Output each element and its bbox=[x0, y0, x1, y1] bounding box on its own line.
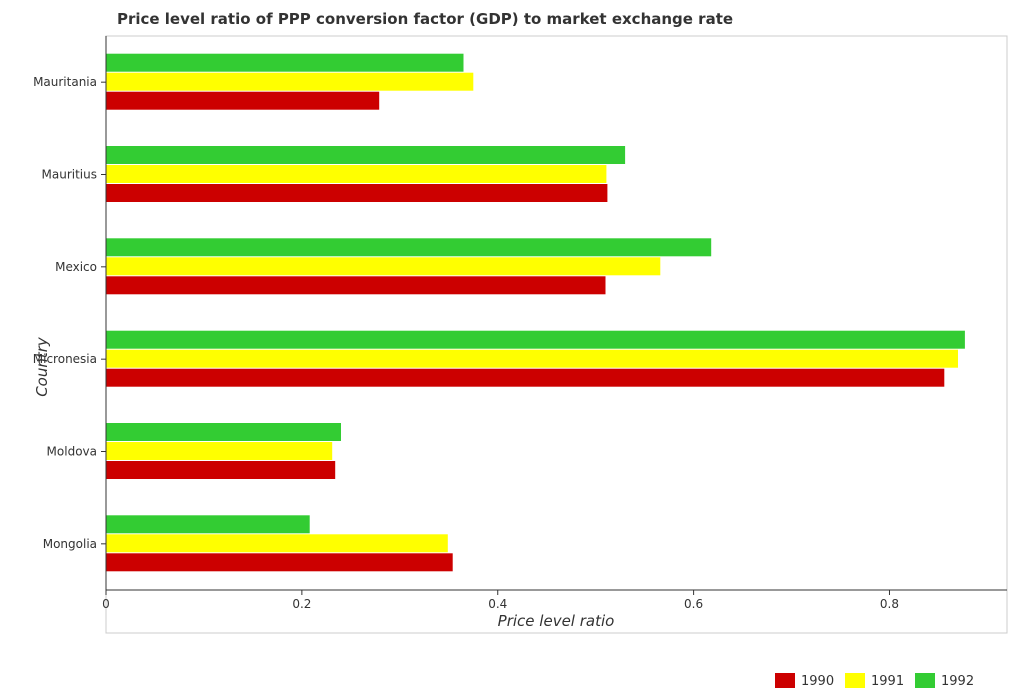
y-tick-label: Mongolia bbox=[43, 537, 97, 551]
y-tick-label: Micronesia bbox=[33, 352, 97, 366]
x-tick-label: 0.8 bbox=[880, 597, 899, 611]
chart-title: Price level ratio of PPP conversion fact… bbox=[117, 10, 733, 28]
bar-mongolia-1990 bbox=[106, 553, 453, 572]
legend-label-1991: 1991 bbox=[871, 674, 904, 689]
bar-mauritius-1990 bbox=[106, 184, 608, 202]
legend-label-1992: 1992 bbox=[941, 674, 974, 689]
bar-mauritania-1991 bbox=[106, 72, 474, 91]
bar-mauritania-1990 bbox=[106, 91, 380, 110]
x-tick-label: 0 bbox=[102, 597, 110, 611]
x-axis-label: Price level ratio bbox=[498, 612, 615, 630]
bar-mauritius-1992 bbox=[106, 146, 626, 164]
bar-moldova-1990 bbox=[106, 461, 336, 479]
bar-mongolia-1992 bbox=[106, 515, 310, 534]
legend-swatch-1992 bbox=[915, 673, 935, 688]
bar-mongolia-1991 bbox=[106, 534, 448, 553]
legend-label-1990: 1990 bbox=[801, 674, 834, 689]
bar-mexico-1991 bbox=[106, 257, 661, 276]
legend-swatch-1990 bbox=[775, 673, 795, 688]
bar-moldova-1991 bbox=[106, 442, 333, 460]
y-axis: Mauritania Mauritius Mexico Micronesia Moldo… bbox=[33, 36, 107, 590]
bar-micronesia-1990 bbox=[106, 368, 945, 387]
x-axis: 0 0.2 0.4 0.6 0.8 bbox=[102, 589, 1007, 611]
bar-mauritania-1992 bbox=[106, 53, 464, 72]
x-tick-label: 0.2 bbox=[292, 597, 311, 611]
y-tick-label: Mauritania bbox=[33, 75, 97, 89]
y-axis-label: Country bbox=[33, 336, 51, 397]
bar-micronesia-1992 bbox=[106, 330, 965, 349]
bar-mexico-1992 bbox=[106, 238, 712, 257]
x-tick-label: 0.4 bbox=[488, 597, 507, 611]
y-tick-label: Moldova bbox=[47, 445, 97, 459]
x-tick-label: 0.6 bbox=[684, 597, 703, 611]
bar-mexico-1990 bbox=[106, 276, 606, 295]
bar-micronesia-1991 bbox=[106, 349, 958, 368]
bar-mauritius-1991 bbox=[106, 165, 607, 183]
y-tick-label: Mauritius bbox=[42, 168, 97, 182]
y-tick-label: Mexico bbox=[55, 260, 97, 274]
bar-moldova-1992 bbox=[106, 423, 341, 441]
bars-layer bbox=[106, 53, 965, 572]
legend: 1990 1991 1992 bbox=[775, 673, 974, 689]
legend-swatch-1991 bbox=[845, 673, 865, 688]
